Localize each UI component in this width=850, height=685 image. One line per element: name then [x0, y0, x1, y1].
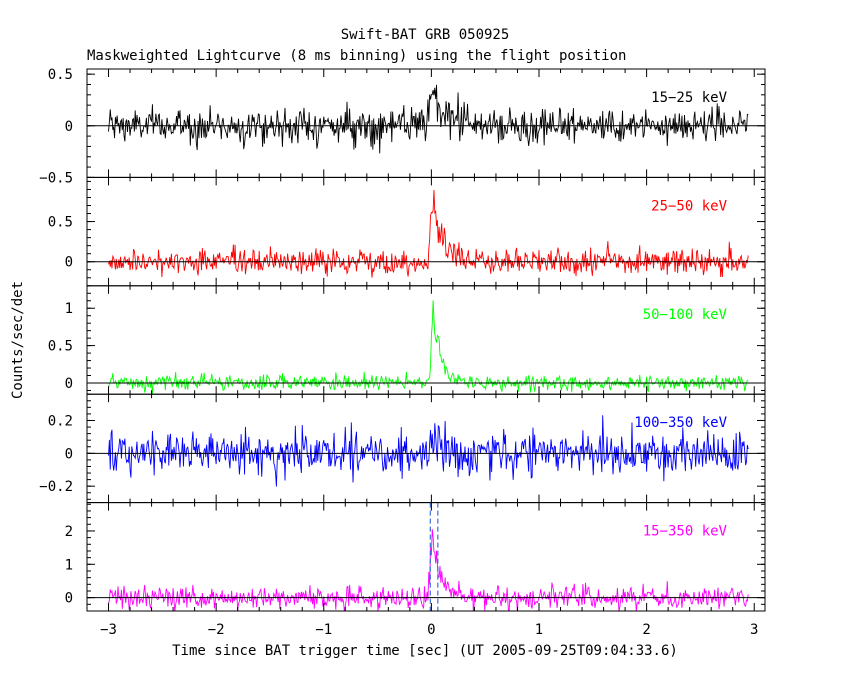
x-tick-label-1: −2	[208, 622, 225, 638]
y-tick-label-5-2: 2	[65, 524, 73, 540]
x-axis: −3 −2 −1 0 1 2 3	[100, 622, 758, 638]
panel-3: 0 0.5 1 50−100 keV	[48, 285, 766, 395]
y-tick-label-2-1: 0.5	[48, 215, 73, 231]
y-tick-label-4-0: −0.2	[39, 479, 73, 495]
y-tick-label-4-1: 0	[65, 446, 73, 462]
y-tick-label-3-0: 0	[65, 376, 73, 392]
series-line-5	[108, 529, 749, 612]
panels-group: −0.5 0 0.5 15−25 keV 0 0.5 25−50 keV 0 0.5 1 50−10…	[39, 67, 766, 612]
panel-frame-2	[86, 176, 766, 287]
panel-1: −0.5 0 0.5 15−25 keV	[39, 67, 766, 186]
x-tick-label-6: 3	[750, 622, 758, 638]
band-label-4: 100−350 keV	[634, 415, 727, 431]
x-tick-label-0: −3	[100, 622, 117, 638]
band-label-5: 15−350 keV	[643, 524, 728, 540]
y-tick-label-1-0: −0.5	[39, 170, 73, 186]
y-tick-label-5-0: 0	[65, 591, 73, 607]
band-label-1: 15−25 keV	[651, 90, 727, 106]
chart-title: Swift-BAT GRB 050925	[341, 27, 510, 43]
x-tick-label-3: 0	[427, 622, 435, 638]
y-tick-label-1-1: 0	[65, 119, 73, 135]
panel-5: 0 1 2 15−350 keV	[65, 502, 766, 612]
y-axis-label: Counts/sec/det	[10, 281, 26, 399]
y-tick-label-3-1: 0.5	[48, 339, 73, 355]
y-tick-label-2-0: 0	[65, 255, 73, 271]
x-axis-label: Time since BAT trigger time [sec] (UT 20…	[172, 643, 678, 659]
series-line-4	[108, 415, 749, 487]
chart-subtitle: Maskweighted Lightcurve (8 ms binning) u…	[87, 48, 626, 64]
y-tick-label-3-2: 1	[65, 301, 73, 317]
series-line-2	[108, 189, 749, 278]
band-label-3: 50−100 keV	[643, 307, 728, 323]
x-tick-label-2: −1	[315, 622, 332, 638]
panel-2: 0 0.5 25−50 keV	[48, 176, 766, 287]
series-line-3	[108, 300, 749, 394]
y-tick-label-1-2: 0.5	[48, 67, 73, 83]
series-line-1	[108, 84, 749, 154]
panel-4: −0.2 0 0.2 100−350 keV	[39, 393, 766, 504]
band-label-2: 25−50 keV	[651, 198, 727, 214]
x-tick-label-5: 2	[642, 622, 650, 638]
panel-frame-3	[86, 285, 766, 395]
panel-frame-5	[86, 502, 766, 612]
y-tick-label-4-2: 0.2	[48, 413, 73, 429]
x-tick-label-4: 1	[535, 622, 543, 638]
y-tick-label-5-1: 1	[65, 557, 73, 573]
